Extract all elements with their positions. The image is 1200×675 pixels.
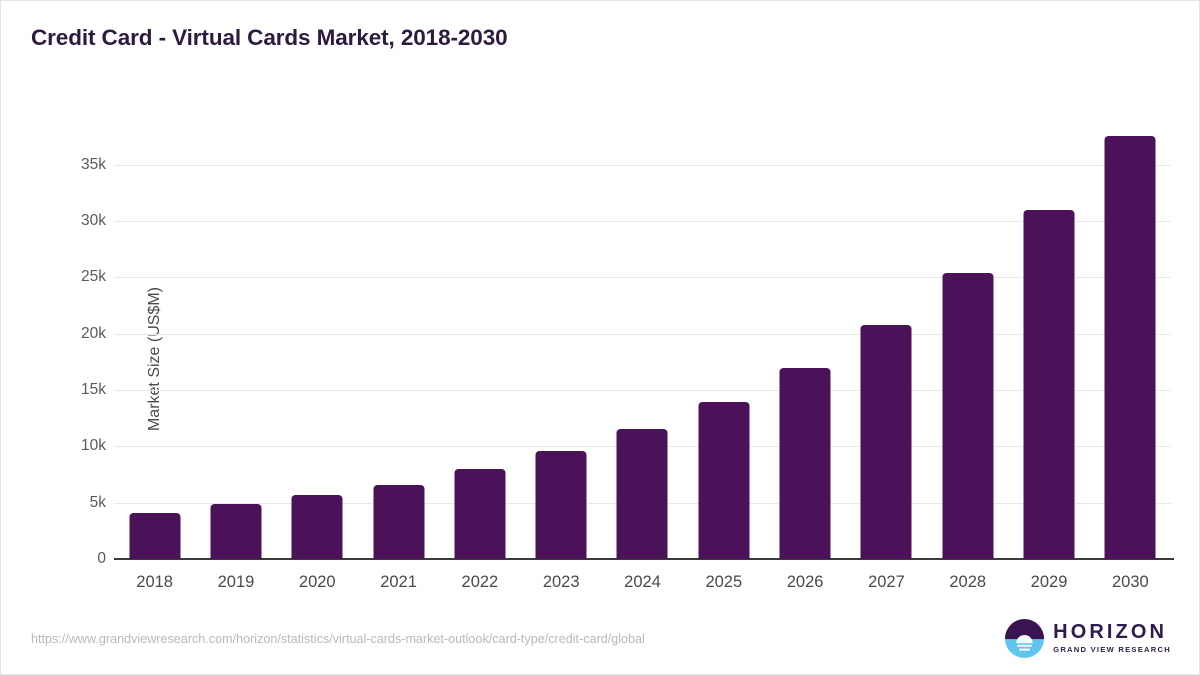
y-axis-tick-labels: 0 5k 10k 15k 20k 25k 30k 35k [41,1,106,675]
bar-2027[interactable] [860,325,912,559]
bar-2028[interactable] [942,273,994,559]
y-tick-label: 10k [81,437,106,455]
x-tick-label-2030: 2030 [1111,573,1149,591]
bar-band-2022 [439,142,520,559]
bar-2024[interactable] [616,429,668,559]
bar-2018[interactable] [129,512,181,559]
x-tick-label-2019: 2019 [217,573,255,591]
gridline-25k [114,277,1171,279]
bar-2022[interactable] [454,468,506,559]
x-tick-label-2028: 2028 [949,573,987,591]
x-tick-label-2018: 2018 [136,573,173,591]
bar-2025[interactable] [698,401,750,559]
bar-2026[interactable] [779,367,831,559]
page-title: Credit Card - Virtual Cards Market, 2018… [31,25,508,50]
bar-2029[interactable] [1023,209,1075,559]
y-tick-label: 15k [81,380,106,398]
x-tick-label-2023: 2023 [542,573,580,591]
bar-band-2029 [1008,142,1089,559]
bar-band-2021 [358,142,439,559]
y-tick-label: 25k [81,268,106,286]
x-tick-label-2020: 2020 [298,573,336,591]
bar-2020[interactable] [291,495,343,559]
bar-band-2019 [195,142,276,559]
x-tick-label-2026: 2026 [786,573,824,591]
x-axis-tick-labels: 2018 2019 2020 2021 2022 2023 2024 2025 2026 2027… [114,573,1171,599]
x-tick-label-2022: 2022 [461,573,499,591]
bar-band-2020 [277,142,358,559]
bar-band-2023 [521,142,602,559]
y-tick-label: 5k [89,493,106,511]
bar-band-2026 [764,142,845,559]
gridline-30k [114,220,1171,222]
horizon-logo-icon [1005,618,1045,658]
bar-2023[interactable] [535,451,587,559]
horizon-logo-text: HORIZON GRAND VIEW RESEARCH [1053,622,1171,654]
bar-series [114,136,1171,559]
gridline-15k [114,389,1171,391]
x-tick-label-2021: 2021 [380,573,417,591]
y-tick-label: 30k [81,211,106,229]
bar-2019[interactable] [210,503,262,559]
y-tick-label: 0 [97,550,106,567]
y-tick-label: 35k [81,155,106,173]
x-axis-line [114,558,1174,560]
source-url[interactable]: https://www.grandviewresearch.com/horizo… [31,632,645,646]
bar-band-2018 [114,142,195,559]
bar-band-2024 [602,142,683,559]
bar-band-2028 [927,142,1008,559]
bar-2030[interactable] [1104,136,1156,559]
bar-band-2027 [846,142,927,559]
bar-band-2030 [1090,136,1171,559]
bar-band-2025 [683,142,764,559]
horizon-logo[interactable]: HORIZON GRAND VIEW RESEARCH [1005,618,1171,658]
x-tick-label-2024: 2024 [624,573,661,591]
gridline-35k [114,164,1171,166]
y-tick-label: 20k [81,324,106,342]
bar-2021[interactable] [373,484,425,559]
gridline-20k [114,333,1171,335]
x-tick-label-2025: 2025 [705,573,743,591]
logo-wordmark: HORIZON [1053,621,1168,644]
x-tick-label-2027: 2027 [868,573,905,591]
logo-tagline: GRAND VIEW RESEARCH [1053,645,1171,655]
x-tick-label-2029: 2029 [1030,573,1068,591]
